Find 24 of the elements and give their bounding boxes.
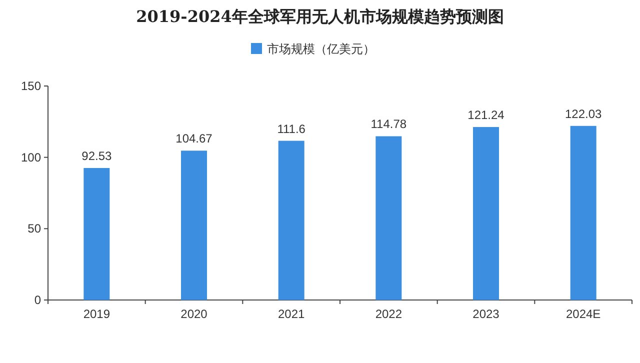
legend: 市场规模（亿美元） [251, 42, 375, 56]
x-tick-label: 2021 [278, 307, 306, 321]
y-tick-label: 0 [34, 293, 42, 307]
x-tick-label: 2022 [375, 307, 402, 321]
x-tick-label: 2020 [180, 307, 208, 321]
y-tick-label: 150 [20, 79, 42, 93]
bar [84, 168, 110, 300]
data-label: 111.6 [277, 122, 306, 136]
bar [181, 150, 207, 300]
bar [278, 140, 304, 300]
bar [473, 127, 499, 300]
x-tick-label: 2019 [83, 307, 110, 321]
bar [376, 136, 402, 300]
data-label: 104.67 [176, 132, 213, 146]
y-tick-label: 50 [28, 222, 42, 236]
data-label: 114.78 [370, 117, 407, 132]
x-tick-label: 2024E [566, 307, 601, 321]
y-tick-label: 100 [20, 150, 42, 164]
x-tick-label: 2023 [472, 307, 500, 321]
data-label: 122.03 [564, 106, 602, 121]
data-label: 121.24 [468, 108, 505, 122]
bar [570, 126, 596, 300]
data-label: 92.53 [82, 148, 112, 163]
chart-title: 2019-2024年全球军用无人机市场规模趋势预测图 [136, 7, 504, 26]
